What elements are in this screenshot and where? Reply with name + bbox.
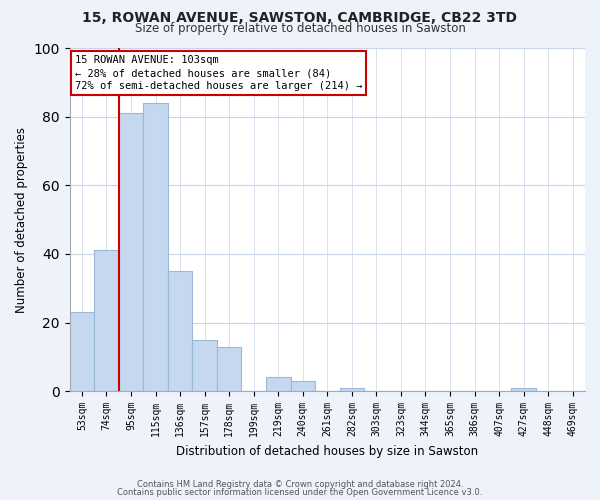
Bar [290,381,315,391]
Text: Size of property relative to detached houses in Sawston: Size of property relative to detached ho… [134,22,466,35]
X-axis label: Distribution of detached houses by size in Sawston: Distribution of detached houses by size … [176,444,478,458]
Bar [94,250,119,391]
Text: 15, ROWAN AVENUE, SAWSTON, CAMBRIDGE, CB22 3TD: 15, ROWAN AVENUE, SAWSTON, CAMBRIDGE, CB… [83,11,517,25]
Y-axis label: Number of detached properties: Number of detached properties [15,126,28,312]
Bar [119,113,143,391]
Bar [217,346,241,391]
Bar [511,388,536,391]
Bar [340,388,364,391]
Bar [266,378,290,391]
Bar [193,340,217,391]
Text: 15 ROWAN AVENUE: 103sqm
← 28% of detached houses are smaller (84)
72% of semi-de: 15 ROWAN AVENUE: 103sqm ← 28% of detache… [75,55,362,92]
Text: Contains HM Land Registry data © Crown copyright and database right 2024.: Contains HM Land Registry data © Crown c… [137,480,463,489]
Bar [70,312,94,391]
Bar [168,271,193,391]
Text: Contains public sector information licensed under the Open Government Licence v3: Contains public sector information licen… [118,488,482,497]
Bar [143,103,168,391]
